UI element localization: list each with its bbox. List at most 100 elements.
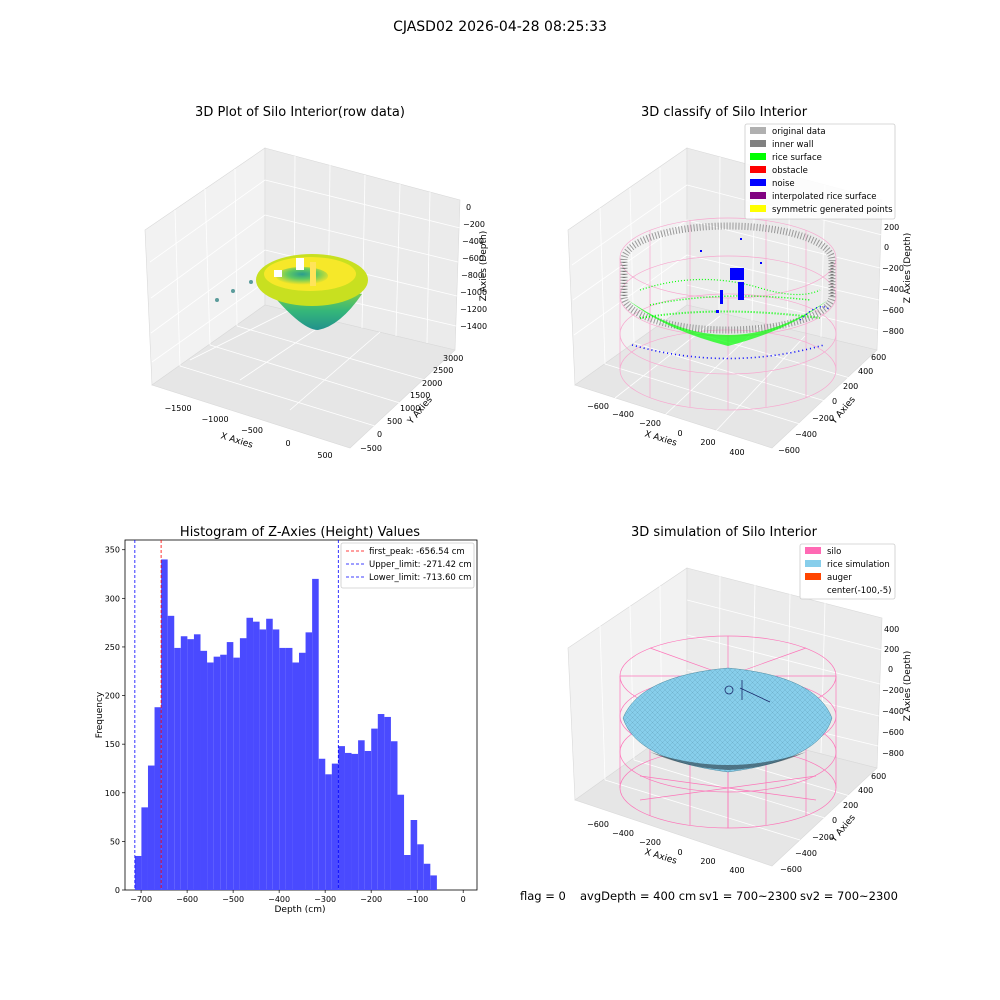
- p2-legend-label: rice surface: [772, 153, 822, 163]
- p2-x-ticks: −600 −400 −200 0 200 400: [587, 402, 745, 457]
- p4-x-tick: −200: [639, 838, 661, 847]
- hist-bar: [226, 642, 234, 890]
- p4-y-tick: −600: [780, 865, 802, 874]
- hist-bar: [384, 716, 391, 890]
- p2-y-tick: 600: [871, 353, 886, 362]
- p1-x-tick: 0: [285, 439, 290, 448]
- p1-y-tick: 2500: [433, 366, 453, 375]
- p1-x-tick: 500: [317, 451, 332, 460]
- hist-bar: [417, 844, 424, 890]
- p1-y-tick: 0: [377, 430, 382, 439]
- p1-y-tick: 500: [387, 417, 402, 426]
- p1-y-tick: 1500: [410, 391, 430, 400]
- p1-z-tick: −600: [462, 254, 484, 263]
- p1-y-tick: 2000: [422, 379, 442, 388]
- hist-y-ticks: 0 50 100 150 200 250 300 350: [105, 546, 125, 895]
- hist-bar: [298, 652, 306, 890]
- hist-y-tick-label: 150: [105, 740, 120, 749]
- hist-y-tick-label: 350: [105, 546, 120, 555]
- p2-legend-swatch: [750, 140, 766, 147]
- p4-z-tick: −600: [882, 728, 904, 737]
- p2-x-tick: −600: [587, 402, 609, 411]
- hist-bar: [220, 654, 227, 890]
- p1-z-tick: −200: [463, 220, 485, 229]
- hist-bar: [180, 636, 188, 890]
- hist-bar: [213, 656, 221, 890]
- p2-x-tick: −400: [612, 410, 634, 419]
- hist-y-tick-label: 0: [115, 886, 120, 895]
- hist-bar: [397, 794, 405, 890]
- hist-bar: [266, 618, 273, 890]
- p4-y-tick: 400: [858, 786, 873, 795]
- hist-bar: [371, 728, 378, 890]
- p1-outlier: [249, 280, 253, 284]
- hist-x-tick-label: −700: [130, 895, 152, 904]
- p4-y-ticks: −600 −400 −200 0 200 400 600: [780, 772, 886, 874]
- p2-y-tick: −600: [778, 446, 800, 455]
- p4-legend-swatch: [805, 547, 821, 554]
- p4-y-tick: 0: [832, 816, 837, 825]
- hist-legend-label: Lower_limit: -713.60 cm: [369, 573, 471, 583]
- p4-auger: [724, 680, 771, 703]
- p1-z-ticks: 0 −200 −400 −600 −800 −1000 −1200 −1400: [460, 203, 487, 331]
- hist-y-label: Frequency: [95, 691, 105, 738]
- status-flag: flag = 0: [520, 889, 566, 903]
- p4-x-tick: 0: [677, 848, 682, 857]
- panel3-title: Histogram of Z-Axies (Height) Values: [180, 525, 420, 540]
- hist-x-ticks: −700 −600 −500 −400 −300 −200 −100 0: [130, 890, 466, 904]
- p1-z-tick: −1400: [460, 322, 487, 331]
- p4-z-tick: 0: [888, 665, 893, 674]
- p2-noise: [631, 238, 831, 360]
- p1-x-ticks: −1500 −1000 −500 0 500: [164, 404, 332, 460]
- p4-legend-swatch: [805, 573, 821, 580]
- p4-y-tick: 200: [843, 801, 858, 810]
- p4-legend-frame: [799, 543, 896, 600]
- p2-y-tick: 400: [858, 367, 873, 376]
- hist-bar: [351, 753, 359, 890]
- hist-legend-label: Upper_limit: -271.42 cm: [369, 560, 472, 570]
- hist-bar: [253, 621, 260, 890]
- p4-legend-label: rice simulation: [827, 560, 890, 570]
- p2-z-tick: 0: [884, 243, 889, 252]
- p1-outlier: [215, 298, 219, 302]
- p4-y-tick: −400: [795, 849, 817, 858]
- hist-bar: [410, 820, 418, 890]
- p1-y-ticks: −500 0 500 1000 1500 2000 2500 3000: [360, 354, 463, 453]
- p1-z-tick: −1200: [460, 305, 487, 314]
- p4-legend-label: center(-100,-5): [827, 586, 891, 596]
- p4-z-tick: −800: [882, 749, 904, 758]
- p2-legend-label: noise: [772, 179, 795, 189]
- p4-legend-label: silo: [827, 547, 841, 557]
- p2-z-label: Z Axies (Depth): [903, 233, 913, 304]
- hist-bar: [344, 752, 352, 890]
- p2-legend: original data inner wall rice surface obsta…: [744, 123, 896, 220]
- hist-bar: [187, 639, 194, 890]
- p4-rice-shadow: [650, 752, 806, 770]
- p4-y-tick: −200: [812, 833, 834, 842]
- hist-legend-frame: [340, 542, 475, 589]
- hist-bar: [233, 657, 240, 890]
- hist-bar: [312, 578, 319, 890]
- hist-bar: [167, 615, 175, 890]
- hist-x-tick-label: −200: [360, 895, 382, 904]
- p4-z-ticks: 400 200 0 −200 −400 −600 −800: [882, 625, 904, 758]
- hist-bar: [272, 629, 280, 890]
- p1-x-tick: −1500: [164, 404, 191, 413]
- panel-raw-data: 3D Plot of Silo Interior(row data): [144, 105, 489, 460]
- hist-y-tick-label: 50: [110, 837, 120, 846]
- hist-bar: [141, 807, 148, 890]
- panel4-title: 3D simulation of Silo Interior: [631, 525, 818, 540]
- hist-bar: [193, 634, 201, 890]
- p2-legend-swatch: [750, 179, 766, 186]
- hist-x-tick-label: −300: [314, 895, 336, 904]
- p2-legend-swatch: [750, 153, 766, 160]
- p2-z-ticks: 200 0 −200 −400 −600 −800: [882, 223, 904, 336]
- p4-z-tick: −200: [882, 686, 904, 695]
- p2-legend-swatch: [750, 192, 766, 199]
- p1-x-tick: −500: [241, 426, 263, 435]
- panel2-title: 3D classify of Silo Interior: [641, 105, 808, 120]
- p1-hollow-2: [274, 270, 282, 277]
- hist-bar: [423, 863, 431, 890]
- hist-bar: [174, 647, 181, 890]
